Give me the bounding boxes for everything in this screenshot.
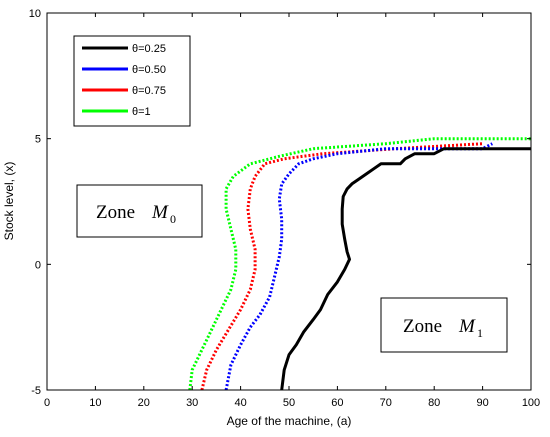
- zone-m0-box: [76, 184, 203, 238]
- y-tick-label: -5: [31, 385, 41, 397]
- y-tick-label: 0: [35, 259, 41, 271]
- x-tick-label: 0: [44, 397, 50, 409]
- zone-m1-box: [380, 297, 508, 353]
- x-tick-label: 20: [138, 397, 150, 409]
- x-tick-label: 90: [476, 397, 488, 409]
- x-axis-label: Age of the machine, (a): [227, 414, 352, 428]
- x-tick-label: 50: [283, 397, 295, 409]
- x-tick-label: 60: [331, 397, 343, 409]
- x-tick-label: 80: [428, 397, 440, 409]
- series-layer: [188, 137, 531, 391]
- zone-m0-subscript: 0: [170, 212, 176, 226]
- legend-box: [73, 35, 191, 127]
- legend-label: θ=0.25: [132, 43, 166, 55]
- x-tick-label: 10: [89, 397, 101, 409]
- y-tick-label: 5: [35, 134, 41, 146]
- zone-m0-math: M: [151, 202, 169, 223]
- x-tick-label: 100: [522, 397, 540, 409]
- zone-m1-subscript: 1: [477, 326, 483, 340]
- x-ticks: 0 10 20 30 40 50 60 70 80 90 100: [44, 13, 540, 409]
- x-tick-label: 30: [186, 397, 198, 409]
- legend-label: θ=1: [132, 106, 151, 118]
- series-line: [224, 142, 493, 391]
- x-tick-label: 70: [380, 397, 392, 409]
- zone-m1-math: M: [458, 316, 476, 337]
- y-tick-label: 10: [29, 8, 41, 20]
- zone-m0-label: Zone: [96, 202, 135, 223]
- legend: θ=0.25 θ=0.50 θ=0.75 θ=1: [73, 35, 191, 127]
- series-line: [188, 137, 531, 391]
- legend-label: θ=0.75: [132, 85, 166, 97]
- zone-m0-annotation: Zone M 0: [76, 184, 203, 238]
- series-line: [280, 147, 531, 391]
- zone-m1-annotation: Zone M 1: [380, 297, 508, 353]
- x-tick-label: 40: [234, 397, 246, 409]
- zone-m1-label: Zone: [403, 316, 442, 337]
- y-axis-label: Stock level, (x): [2, 162, 16, 241]
- legend-label: θ=0.50: [132, 64, 166, 76]
- series-line: [200, 142, 483, 391]
